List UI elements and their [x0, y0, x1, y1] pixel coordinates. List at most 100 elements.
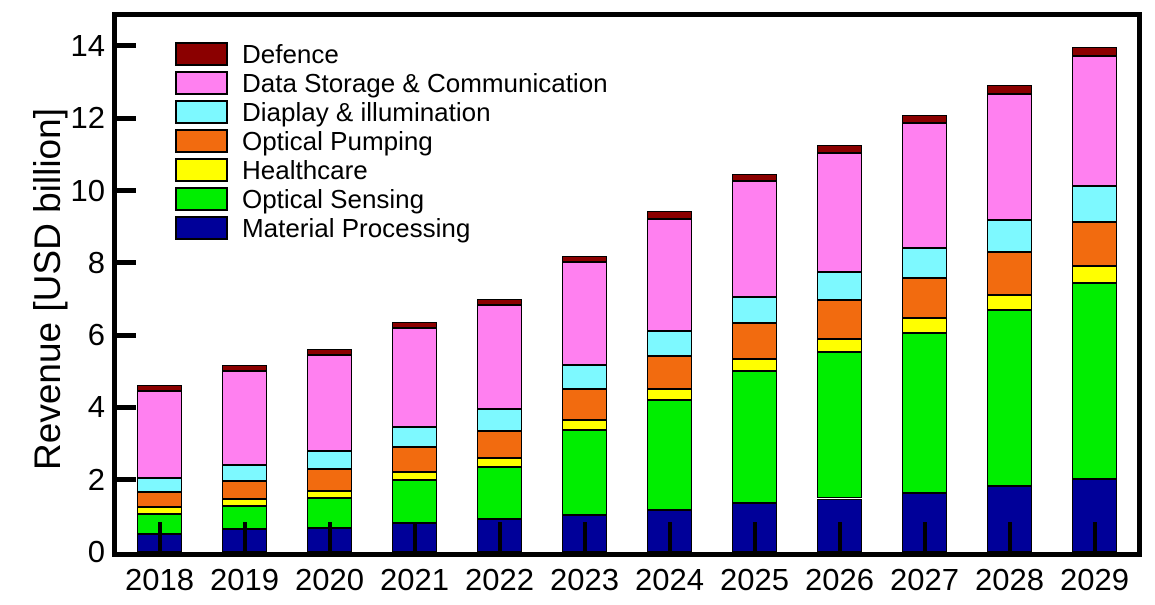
- bar-2018[interactable]: [137, 17, 182, 552]
- legend-label: Data Storage & Communication: [242, 68, 608, 98]
- bar-segment-defence[interactable]: [987, 84, 1032, 94]
- bar-segment-data-storage-communication[interactable]: [732, 181, 777, 297]
- bar-segment-optical-pumping[interactable]: [222, 481, 267, 500]
- bar-segment-optical-sensing[interactable]: [477, 467, 522, 520]
- bar-segment-healthcare[interactable]: [817, 339, 862, 353]
- bar-segment-optical-pumping[interactable]: [647, 356, 692, 390]
- y-axis-tick-label: 8: [87, 244, 105, 280]
- bar-segment-healthcare[interactable]: [647, 389, 692, 401]
- legend-item-healthcare[interactable]: Healthcare: [175, 156, 608, 184]
- bar-segment-optical-pumping[interactable]: [987, 251, 1032, 295]
- y-axis-tick: [117, 260, 136, 266]
- bar-segment-diaplay-illumination[interactable]: [817, 272, 862, 301]
- bar-2028[interactable]: [987, 17, 1032, 552]
- bar-segment-defence[interactable]: [137, 384, 182, 391]
- bar-segment-optical-sensing[interactable]: [647, 400, 692, 511]
- bar-segment-diaplay-illumination[interactable]: [222, 464, 267, 482]
- bar-segment-optical-pumping[interactable]: [562, 388, 607, 420]
- bar-segment-optical-pumping[interactable]: [137, 492, 182, 507]
- bar-segment-data-storage-communication[interactable]: [307, 354, 352, 451]
- bar-segment-diaplay-illumination[interactable]: [902, 247, 947, 278]
- bar-segment-healthcare[interactable]: [1072, 266, 1117, 283]
- bar-2021[interactable]: [392, 17, 437, 552]
- legend-swatch: [175, 187, 228, 211]
- bar-segment-healthcare[interactable]: [137, 506, 182, 515]
- bar-segment-optical-sensing[interactable]: [817, 352, 862, 499]
- bar-segment-diaplay-illumination[interactable]: [307, 450, 352, 469]
- bar-2029[interactable]: [1072, 17, 1117, 552]
- bar-segment-healthcare[interactable]: [902, 318, 947, 333]
- bar-segment-diaplay-illumination[interactable]: [137, 477, 182, 493]
- bar-segment-data-storage-communication[interactable]: [562, 262, 607, 366]
- bar-segment-diaplay-illumination[interactable]: [987, 220, 1032, 252]
- bar-segment-defence[interactable]: [307, 348, 352, 355]
- bar-segment-diaplay-illumination[interactable]: [732, 296, 777, 324]
- x-axis-tick: [583, 522, 587, 552]
- bar-segment-optical-pumping[interactable]: [732, 323, 777, 360]
- bar-segment-defence[interactable]: [562, 255, 607, 263]
- bar-segment-defence[interactable]: [477, 298, 522, 306]
- bar-segment-data-storage-communication[interactable]: [902, 123, 947, 248]
- bar-segment-optical-pumping[interactable]: [902, 277, 947, 319]
- bar-segment-optical-sensing[interactable]: [392, 479, 437, 524]
- legend-item-optical-pumping[interactable]: Optical Pumping: [175, 127, 608, 155]
- bar-segment-optical-sensing[interactable]: [902, 332, 947, 494]
- bar-2025[interactable]: [732, 17, 777, 552]
- bar-2023[interactable]: [562, 17, 607, 552]
- bar-2020[interactable]: [307, 17, 352, 552]
- bar-segment-healthcare[interactable]: [732, 359, 777, 372]
- legend-item-optical-sensing[interactable]: Optical Sensing: [175, 185, 608, 213]
- legend-item-data-storage-communication[interactable]: Data Storage & Communication: [175, 69, 608, 97]
- x-axis-tick: [838, 522, 842, 552]
- bar-segment-defence[interactable]: [647, 211, 692, 219]
- x-axis-tick: [498, 522, 502, 552]
- bar-segment-optical-pumping[interactable]: [307, 468, 352, 491]
- x-axis-label-2019: 2019: [210, 562, 279, 597]
- bar-segment-optical-pumping[interactable]: [817, 300, 862, 340]
- bar-segment-healthcare[interactable]: [562, 419, 607, 430]
- bar-segment-data-storage-communication[interactable]: [987, 93, 1032, 221]
- bar-segment-diaplay-illumination[interactable]: [392, 427, 437, 448]
- legend-item-diaplay-illumination[interactable]: Diaplay & illumination: [175, 98, 608, 126]
- bar-segment-optical-sensing[interactable]: [1072, 282, 1117, 479]
- bar-segment-healthcare[interactable]: [307, 490, 352, 498]
- bar-segment-data-storage-communication[interactable]: [392, 327, 437, 428]
- bar-segment-defence[interactable]: [902, 115, 947, 124]
- legend-swatch: [175, 158, 228, 182]
- bar-2026[interactable]: [817, 17, 862, 552]
- bar-segment-data-storage-communication[interactable]: [647, 218, 692, 331]
- bar-segment-diaplay-illumination[interactable]: [647, 330, 692, 357]
- y-axis-tick-label: 0: [87, 534, 105, 569]
- bar-2027[interactable]: [902, 17, 947, 552]
- bar-segment-optical-sensing[interactable]: [732, 371, 777, 504]
- bar-segment-optical-pumping[interactable]: [392, 447, 437, 472]
- bar-segment-diaplay-illumination[interactable]: [1072, 186, 1117, 223]
- bar-segment-optical-sensing[interactable]: [562, 429, 607, 515]
- bar-segment-healthcare[interactable]: [987, 294, 1032, 310]
- bar-segment-defence[interactable]: [817, 144, 862, 153]
- bar-segment-optical-sensing[interactable]: [987, 309, 1032, 487]
- bar-segment-data-storage-communication[interactable]: [1072, 56, 1117, 187]
- bar-segment-defence[interactable]: [1072, 47, 1117, 57]
- legend-item-material-processing[interactable]: Material Processing: [175, 214, 608, 242]
- bar-segment-data-storage-communication[interactable]: [477, 305, 522, 410]
- legend-item-defence[interactable]: Defence: [175, 40, 608, 68]
- bar-segment-healthcare[interactable]: [477, 458, 522, 468]
- bar-segment-diaplay-illumination[interactable]: [562, 365, 607, 389]
- bar-segment-data-storage-communication[interactable]: [222, 370, 267, 465]
- bar-segment-defence[interactable]: [222, 365, 267, 371]
- bar-segment-defence[interactable]: [732, 173, 777, 182]
- x-axis-tick: [328, 522, 332, 552]
- bar-2024[interactable]: [647, 17, 692, 552]
- bar-segment-optical-pumping[interactable]: [477, 430, 522, 458]
- bar-segment-diaplay-illumination[interactable]: [477, 409, 522, 431]
- bar-segment-defence[interactable]: [392, 321, 437, 328]
- bar-segment-healthcare[interactable]: [222, 499, 267, 507]
- bar-segment-data-storage-communication[interactable]: [137, 390, 182, 478]
- bar-2022[interactable]: [477, 17, 522, 552]
- bar-segment-optical-pumping[interactable]: [1072, 222, 1117, 267]
- bar-2019[interactable]: [222, 17, 267, 552]
- bar-segment-data-storage-communication[interactable]: [817, 152, 862, 273]
- bar-segment-healthcare[interactable]: [392, 471, 437, 480]
